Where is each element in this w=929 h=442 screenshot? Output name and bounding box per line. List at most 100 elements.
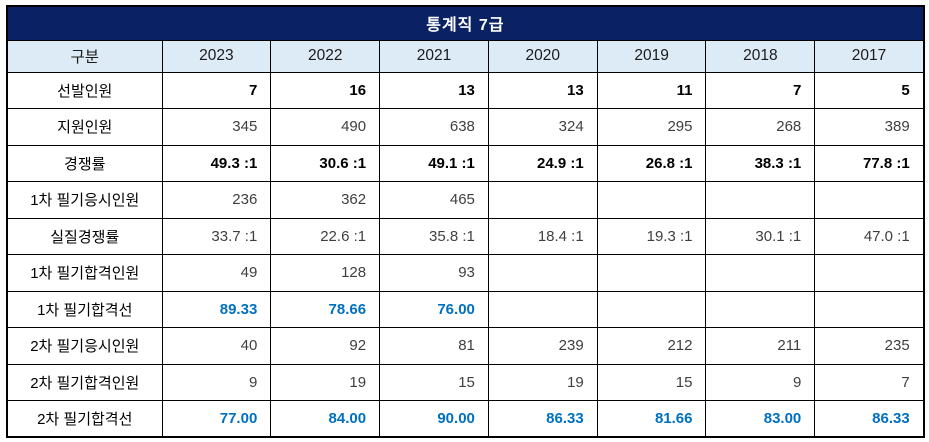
- table-row: 1차 필기응시인원 236 362 465: [6, 181, 925, 219]
- table-cell: 89.33: [161, 290, 272, 328]
- table-cell: [814, 290, 925, 328]
- table-cell: 18.4 :1: [487, 217, 598, 255]
- table-cell: 19.3 :1: [596, 217, 707, 255]
- table-cell: 324: [487, 108, 598, 146]
- column-header-year: 2021: [379, 39, 489, 73]
- table-cell: 13: [487, 71, 598, 109]
- column-header-row: 구분 2023 2022 2021 2020 2019 2018 2017: [6, 39, 925, 73]
- table-cell: 465: [379, 181, 489, 219]
- row-label: 2차 필기합격인원: [6, 363, 163, 401]
- table-row: 실질경쟁률 33.7 :1 22.6 :1 35.8 :1 18.4 :1 19.3 :1…: [6, 217, 925, 255]
- table-cell: 30.1 :1: [705, 217, 816, 255]
- table-cell: 33.7 :1: [161, 217, 272, 255]
- table-cell: [596, 181, 707, 219]
- table-cell: 92: [270, 327, 381, 365]
- table-body: 선발인원 7 16 13 13 11 7 5 지원인원 345 490 638 324 295 268 389…: [6, 71, 925, 438]
- row-label: 2차 필기응시인원: [6, 327, 163, 365]
- table-title: 통계직 7급: [6, 5, 925, 41]
- table-cell: 13: [379, 71, 489, 109]
- table-cell: [487, 181, 598, 219]
- table-cell: 235: [814, 327, 925, 365]
- table-cell: 389: [814, 108, 925, 146]
- row-label: 1차 필기합격선: [6, 290, 163, 328]
- table-cell: 128: [270, 254, 381, 292]
- table-cell: 30.6 :1: [270, 144, 381, 182]
- table-row: 1차 필기합격인원 49 128 93: [6, 254, 925, 292]
- table-cell: 11: [596, 71, 707, 109]
- column-header-year: 2019: [596, 39, 707, 73]
- table-cell: [596, 254, 707, 292]
- table-cell: 77.00: [161, 400, 272, 438]
- column-header-year: 2023: [161, 39, 272, 73]
- table-row: 2차 필기합격선 77.00 84.00 90.00 86.33 81.66 83.00 86…: [6, 400, 925, 438]
- table-cell: [487, 290, 598, 328]
- table-cell: 239: [487, 327, 598, 365]
- table-row: 경쟁률 49.3 :1 30.6 :1 49.1 :1 24.9 :1 26.8 :1 38…: [6, 144, 925, 182]
- table-cell: 47.0 :1: [814, 217, 925, 255]
- table-row: 지원인원 345 490 638 324 295 268 389: [6, 108, 925, 146]
- table-cell: 78.66: [270, 290, 381, 328]
- table-row: 2차 필기응시인원 40 92 81 239 212 211 235: [6, 327, 925, 365]
- table-cell: 49: [161, 254, 272, 292]
- row-label: 선발인원: [6, 71, 163, 109]
- table-cell: 26.8 :1: [596, 144, 707, 182]
- table-cell: 49.1 :1: [379, 144, 489, 182]
- column-header-year: 2020: [487, 39, 598, 73]
- table-row: 1차 필기합격선 89.33 78.66 76.00: [6, 290, 925, 328]
- row-label: 1차 필기합격인원: [6, 254, 163, 292]
- row-label: 1차 필기응시인원: [6, 181, 163, 219]
- table-title-row: 통계직 7급: [6, 5, 925, 41]
- table-cell: 490: [270, 108, 381, 146]
- table-cell: [487, 254, 598, 292]
- table-cell: 362: [270, 181, 381, 219]
- table-cell: [596, 290, 707, 328]
- column-header-label: 구분: [6, 39, 163, 73]
- table-cell: 86.33: [814, 400, 925, 438]
- table-cell: [705, 254, 816, 292]
- table-cell: 236: [161, 181, 272, 219]
- table-cell: 40: [161, 327, 272, 365]
- table-cell: 211: [705, 327, 816, 365]
- column-header-year: 2018: [705, 39, 816, 73]
- table-cell: [705, 290, 816, 328]
- table-cell: 19: [487, 363, 598, 401]
- table-row: 2차 필기합격인원 9 19 15 19 15 9 7: [6, 363, 925, 401]
- table-cell: 7: [161, 71, 272, 109]
- table-cell: 38.3 :1: [705, 144, 816, 182]
- table-cell: 212: [596, 327, 707, 365]
- table-cell: 16: [270, 71, 381, 109]
- table-cell: [814, 181, 925, 219]
- table-cell: 15: [379, 363, 489, 401]
- table-cell: 90.00: [379, 400, 489, 438]
- table-cell: 22.6 :1: [270, 217, 381, 255]
- table-cell: 345: [161, 108, 272, 146]
- table-cell: [814, 254, 925, 292]
- table-cell: 93: [379, 254, 489, 292]
- column-header-year: 2017: [814, 39, 925, 73]
- row-label: 지원인원: [6, 108, 163, 146]
- table-cell: 24.9 :1: [487, 144, 598, 182]
- table-cell: 83.00: [705, 400, 816, 438]
- table-cell: 5: [814, 71, 925, 109]
- table-cell: 268: [705, 108, 816, 146]
- table-cell: 81.66: [596, 400, 707, 438]
- table-cell: 9: [705, 363, 816, 401]
- table-cell: 7: [814, 363, 925, 401]
- table-cell: 295: [596, 108, 707, 146]
- table-cell: 638: [379, 108, 489, 146]
- table-cell: 15: [596, 363, 707, 401]
- table-cell: 84.00: [270, 400, 381, 438]
- table-cell: 35.8 :1: [379, 217, 489, 255]
- table-cell: 86.33: [487, 400, 598, 438]
- row-label: 실질경쟁률: [6, 217, 163, 255]
- table-cell: 49.3 :1: [161, 144, 272, 182]
- row-label: 2차 필기합격선: [6, 400, 163, 438]
- row-label: 경쟁률: [6, 144, 163, 182]
- table-cell: [705, 181, 816, 219]
- table-cell: 7: [705, 71, 816, 109]
- table-cell: 77.8 :1: [814, 144, 925, 182]
- stats-table: 통계직 7급 구분 2023 2022 2021 2020 2019 2018 2017 선발…: [6, 5, 925, 438]
- table-cell: 81: [379, 327, 489, 365]
- table-row: 선발인원 7 16 13 13 11 7 5: [6, 71, 925, 109]
